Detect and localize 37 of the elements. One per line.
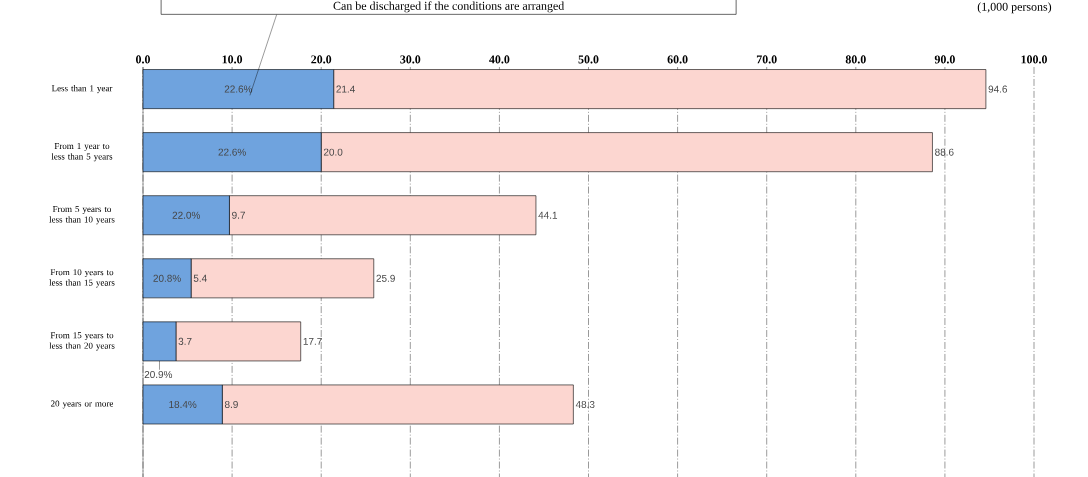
y-tick-label: From 10 years to less than 15 years xyxy=(49,269,115,288)
data-label: 5.4 xyxy=(193,274,207,282)
y-tick-label: 20 years or more xyxy=(51,400,114,409)
annotation: 22.6% xyxy=(224,85,253,93)
y-tick-label: Less than 1 year xyxy=(51,85,113,94)
x-axis-title: (1,000 persons) xyxy=(977,2,1052,14)
x-tick-label: 90.0 xyxy=(934,55,955,64)
x-tick-label: 60.0 xyxy=(667,55,688,64)
total-label: 94.6 xyxy=(988,85,1008,93)
x-tick-label: 20.0 xyxy=(311,55,332,64)
x-tick-label: 100.0 xyxy=(1021,55,1047,64)
data-label: 21.4 xyxy=(336,85,355,93)
x-tick-label: 80.0 xyxy=(845,55,866,64)
data-label: 20.0 xyxy=(323,148,343,156)
y-tick-label: From 15 years to less than 20 years xyxy=(49,332,115,351)
annotation: 20.9% xyxy=(144,370,173,379)
x-tick-label: 0.0 xyxy=(135,55,151,64)
total-label: 17.7 xyxy=(303,337,322,345)
annotation: 22.0% xyxy=(172,211,200,219)
y-tick-label: From 5 years to less than 10 years xyxy=(49,206,115,225)
total-label: 44.1 xyxy=(538,211,558,219)
annotation: 20.8% xyxy=(153,274,181,282)
data-label: 3.7 xyxy=(178,337,192,345)
annotation: 18.4% xyxy=(169,400,197,408)
total-label: 88.6 xyxy=(935,148,954,156)
x-tick-label: 10.0 xyxy=(222,55,243,64)
x-tick-label: 40.0 xyxy=(489,55,510,64)
annotation: 22.6% xyxy=(218,148,246,156)
total-label: 48.3 xyxy=(575,400,595,408)
x-tick-label: 30.0 xyxy=(400,55,421,64)
data-label: 8.9 xyxy=(224,400,238,408)
text: Can be discharged if the conditions are arranged xyxy=(333,1,565,13)
data-label: 9.7 xyxy=(232,211,245,219)
y-tick-label: From 1 year to less than 5 years xyxy=(51,143,113,162)
x-tick-label: 50.0 xyxy=(578,55,599,64)
total-label: 25.9 xyxy=(376,274,395,282)
x-tick-label: 70.0 xyxy=(756,55,777,64)
